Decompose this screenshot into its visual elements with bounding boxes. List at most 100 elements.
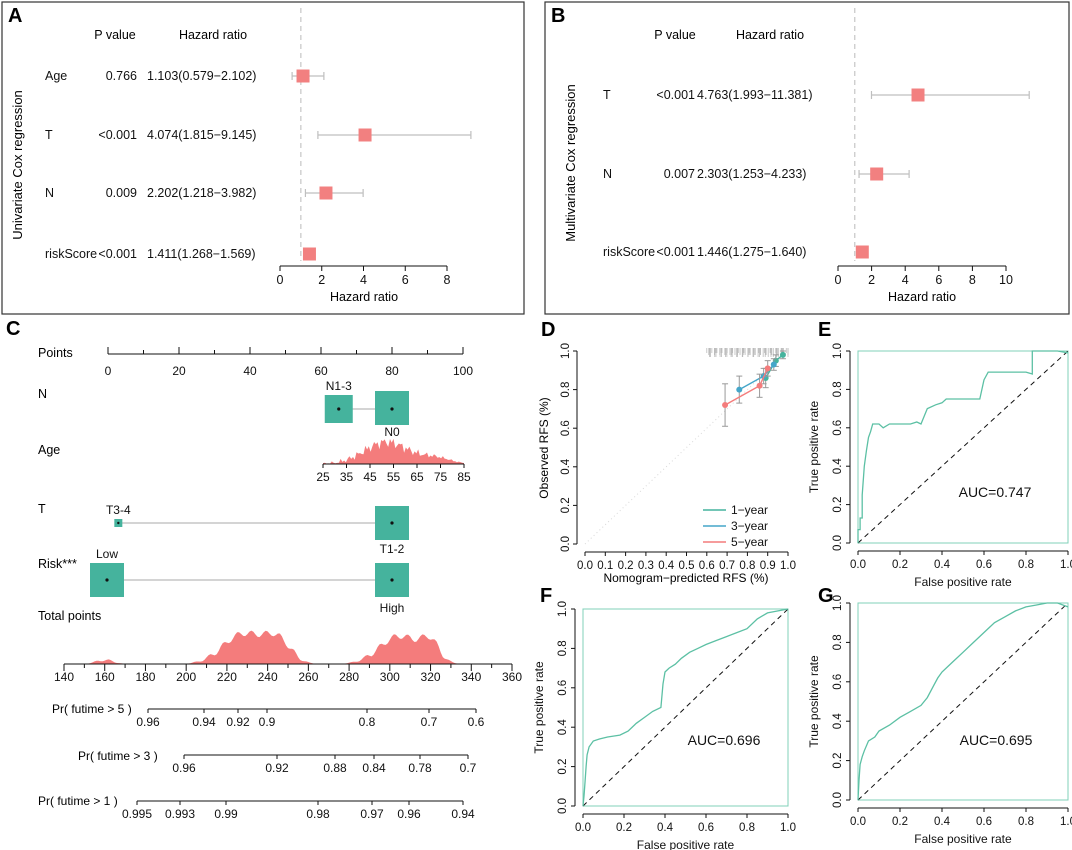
age-tick-label: 55 [387,470,401,484]
total-points-tick-label: 320 [421,670,441,684]
panel-b-pvalue-header: P value [654,28,696,42]
e-x-tick-label: 0.8 [1018,559,1034,571]
pr5-tick-label: 0.8 [359,715,376,729]
b-row-name: T [603,88,611,102]
risk-level-label-low: Low [96,547,118,561]
g-y-tick-label: 0.6 [832,674,844,690]
panel-e-letter: E [818,319,831,341]
e-x-tick-label: 0.0 [850,559,866,571]
b-x-tick-label: 8 [969,273,976,287]
total-points-tick-label: 240 [258,670,278,684]
calibration-x-tick-label: 0.0 [577,560,593,572]
pr5-tick-label: 0.9 [259,715,276,729]
b-hr-box [870,167,884,181]
g-auc-label: AUC=0.695 [960,732,1033,748]
total-points-tick-label: 220 [217,670,237,684]
points-tick-label: 20 [172,364,186,378]
t-level-dot [390,521,394,525]
n-level-dot [337,407,341,411]
a-hr-box [358,128,372,142]
panel-a-xlabel: Hazard ratio [330,290,398,304]
panel-b-xlabel: Hazard ratio [888,290,956,304]
g-roc-curve [857,602,1069,801]
points-tick-label: 60 [314,364,328,378]
points-tick-label: 0 [105,364,112,378]
f-y-tick-label: 0.4 [557,719,569,736]
total-points-tick-label: 300 [380,670,400,684]
panel-f-roc-plot: 0.0 0.2 0.4 0.6 0.8 1.0 0.0 0.2 0.4 0.6 0.8 1.0 Fals… [532,601,796,850]
a-row-name: N [45,186,54,200]
t-level-label-t1-2: T1-2 [380,542,405,556]
calibration-x-tick-label: 0.5 [679,560,695,572]
a-row-name: riskScore [45,247,97,261]
pr5-tick-label: 0.92 [226,715,250,729]
e-x-tick-label: 1.0 [1060,559,1072,571]
calibration-x-tick-label: 1.0 [780,560,796,572]
b-x-tick-label: 4 [902,273,909,287]
e-diagonal [857,350,1069,544]
calibration-y-tick-label: 0.2 [560,497,572,513]
f-roc-curve [582,608,789,807]
a-row-hr: 1.103(0.579−2.102) [147,69,256,83]
age-tick-label: 35 [340,470,354,484]
panel-g-letter: G [818,585,834,607]
e-x-tick-label: 0.2 [892,559,908,571]
a-row-hr: 4.074(1.815−9.145) [147,128,256,142]
calibration-point [756,382,763,389]
n-level-dot [390,407,394,411]
g-x-tick-label: 0.6 [976,816,992,828]
a-x-tick-label: 4 [360,273,367,287]
points-tick-label: 100 [453,364,473,378]
a-row-pvalue: 0.766 [106,69,137,83]
a-x-tick-label: 6 [402,273,409,287]
calibration-y-tick-label: 0.0 [560,536,572,552]
calibration-legend-label: 3−year [731,519,768,533]
calibration-y-tick-label: 0.8 [560,382,572,398]
e-auc-label: AUC=0.747 [959,484,1032,500]
e-y-tick-label: 0.8 [832,381,844,397]
f-auc-label: AUC=0.696 [688,732,761,748]
a-row-name: Age [45,69,67,83]
a-hr-box [302,247,316,261]
b-row-hr: 4.763(1.993−11.381) [697,88,813,102]
nomogram-pr5-label: Pr( futime > 5 ) [52,702,132,716]
pr1-tick-label: 0.96 [397,807,421,821]
g-y-tick-label: 1.0 [832,595,844,611]
a-row-pvalue: 0.009 [106,186,137,200]
b-x-tick-label: 2 [868,273,875,287]
pr3-tick-label: 0.92 [265,761,289,775]
f-y-tick-label: 0.6 [557,680,569,696]
calibration-x-tick-label: 0.3 [638,560,654,572]
pr3-tick-label: 0.96 [172,761,196,775]
g-y-tick-label: 0.0 [832,792,844,808]
g-xlabel: False positive rate [914,832,1012,846]
g-x-tick-label: 0.4 [934,816,951,828]
g-x-tick-label: 0.8 [1018,816,1034,828]
a-row-name: T [45,128,53,142]
panel-d-ylabel: Observed RFS (%) [537,397,551,498]
panel-b-frame [544,1,1070,315]
panel-c-letter: C [6,318,20,340]
panel-g-roc-plot: 0.0 0.2 0.4 0.6 0.8 1.0 0.0 0.2 0.4 0.6 0.8 1.0 Fals… [807,595,1072,846]
age-density [323,438,464,464]
points-tick-label: 40 [243,364,257,378]
b-hr-box [855,245,869,259]
b-row-name: N [603,167,612,181]
panel-b-ylabel: Multivariate Cox regression [563,84,578,242]
a-row-pvalue: <0.001 [98,247,137,261]
e-roc-curve [857,350,1069,543]
total-points-tick-label: 140 [54,670,74,684]
calibration-point [736,386,743,393]
panel-a-pvalue-header: P value [94,28,136,42]
total-points-tick-label: 200 [176,670,196,684]
pr5-tick-label: 0.7 [421,715,438,729]
g-ylabel: True positive rate [807,655,821,748]
pr3-tick-label: 0.7 [460,761,477,775]
calibration-x-tick-label: 0.9 [760,560,776,572]
b-hr-box [911,88,925,102]
age-tick-label: 75 [434,470,448,484]
a-row-hr: 2.202(1.218−3.982) [147,186,256,200]
nomogram-risk-label: Risk*** [38,557,77,571]
e-y-tick-label: 0.2 [832,497,844,513]
panel-a-hr-header: Hazard ratio [179,28,247,42]
